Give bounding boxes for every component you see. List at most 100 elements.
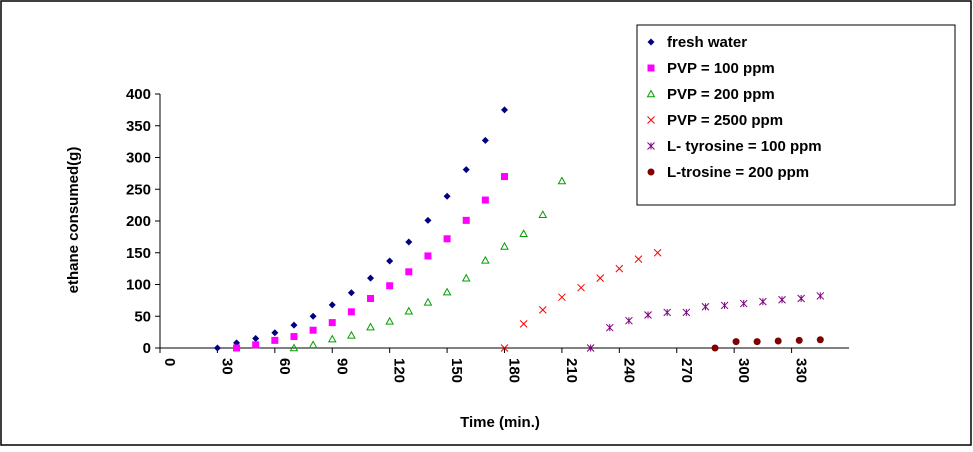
- marker: [739, 299, 748, 308]
- marker: [290, 321, 298, 329]
- marker: [347, 308, 355, 316]
- y-tick-label: 300: [126, 150, 151, 167]
- marker: [481, 255, 490, 264]
- x-tick-label: 120: [391, 358, 408, 383]
- marker: [644, 311, 652, 319]
- x-tick-label: 180: [506, 358, 523, 383]
- marker: [558, 293, 566, 302]
- marker: [233, 344, 241, 352]
- marker: [816, 292, 825, 300]
- legend-label: PVP = 200 ppm: [667, 86, 775, 103]
- marker: [328, 301, 336, 309]
- y-axis-label: ethane consumed(g): [65, 147, 82, 294]
- marker: [596, 274, 605, 283]
- marker: [213, 344, 221, 352]
- marker: [327, 334, 337, 343]
- marker: [732, 338, 740, 346]
- marker: [500, 344, 509, 352]
- marker: [481, 196, 489, 204]
- marker: [501, 173, 508, 181]
- marker: [816, 336, 824, 344]
- legend-label: PVP = 2500 ppm: [667, 112, 783, 129]
- marker: [289, 343, 299, 352]
- marker: [625, 316, 633, 325]
- marker: [386, 282, 394, 290]
- marker: [647, 38, 655, 46]
- marker: [366, 322, 375, 331]
- marker: [519, 320, 528, 328]
- marker: [519, 229, 528, 237]
- legend-label: fresh water: [667, 34, 747, 51]
- marker: [615, 264, 624, 273]
- legend-label: L- tyrosine = 100 ppm: [667, 138, 822, 155]
- marker: [462, 166, 470, 174]
- y-tick-label: 200: [126, 213, 151, 230]
- marker: [252, 341, 260, 349]
- x-tick-label: 270: [678, 358, 695, 383]
- marker: [795, 336, 803, 344]
- marker: [404, 306, 414, 315]
- y-tick-label: 350: [126, 118, 151, 135]
- marker: [557, 176, 567, 185]
- marker: [586, 344, 595, 352]
- x-tick-label: 30: [218, 358, 235, 375]
- marker: [797, 294, 806, 303]
- marker: [443, 235, 451, 243]
- marker: [308, 340, 318, 349]
- marker: [309, 326, 317, 334]
- marker: [577, 283, 585, 292]
- marker: [290, 333, 298, 341]
- x-tick-label: 60: [276, 358, 293, 375]
- marker: [442, 287, 452, 296]
- marker: [647, 142, 655, 150]
- marker: [711, 344, 719, 352]
- marker: [367, 294, 375, 302]
- marker: [252, 334, 260, 342]
- x-axis-label: Time (min.): [460, 414, 540, 431]
- marker: [605, 323, 614, 332]
- marker: [405, 238, 413, 246]
- x-tick-label: 300: [735, 358, 752, 383]
- marker: [424, 252, 432, 260]
- marker: [405, 268, 413, 276]
- x-tick-label: 330: [793, 358, 810, 383]
- x-tick-label: 240: [620, 358, 637, 383]
- marker: [423, 297, 433, 306]
- marker: [347, 289, 355, 297]
- marker: [462, 216, 470, 224]
- x-tick-label: 150: [448, 358, 465, 383]
- marker: [647, 64, 655, 72]
- marker: [328, 319, 336, 327]
- marker: [774, 337, 782, 345]
- marker: [682, 308, 691, 317]
- legend-label: L-trosine = 200 ppm: [667, 164, 809, 181]
- marker: [646, 89, 656, 98]
- marker: [778, 295, 786, 304]
- marker: [500, 241, 509, 250]
- marker: [481, 136, 489, 144]
- marker: [424, 216, 432, 224]
- marker: [538, 306, 547, 314]
- y-tick-label: 250: [126, 181, 151, 198]
- marker: [347, 330, 356, 339]
- y-tick-label: 100: [126, 277, 151, 294]
- legend-box: [636, 24, 956, 206]
- marker: [271, 329, 279, 337]
- x-tick-label: 90: [333, 358, 350, 375]
- y-tick-label: 150: [126, 245, 151, 262]
- marker: [653, 248, 662, 257]
- legend-label: PVP = 100 ppm: [667, 60, 775, 77]
- y-tick-label: 0: [143, 340, 151, 357]
- marker: [443, 192, 451, 200]
- marker: [386, 257, 394, 265]
- marker: [385, 316, 395, 325]
- marker: [367, 274, 375, 282]
- marker: [647, 168, 655, 176]
- marker: [647, 116, 655, 124]
- y-tick-label: 400: [126, 86, 151, 103]
- marker: [701, 302, 710, 311]
- marker: [759, 297, 767, 306]
- marker: [634, 255, 643, 263]
- marker: [753, 338, 761, 346]
